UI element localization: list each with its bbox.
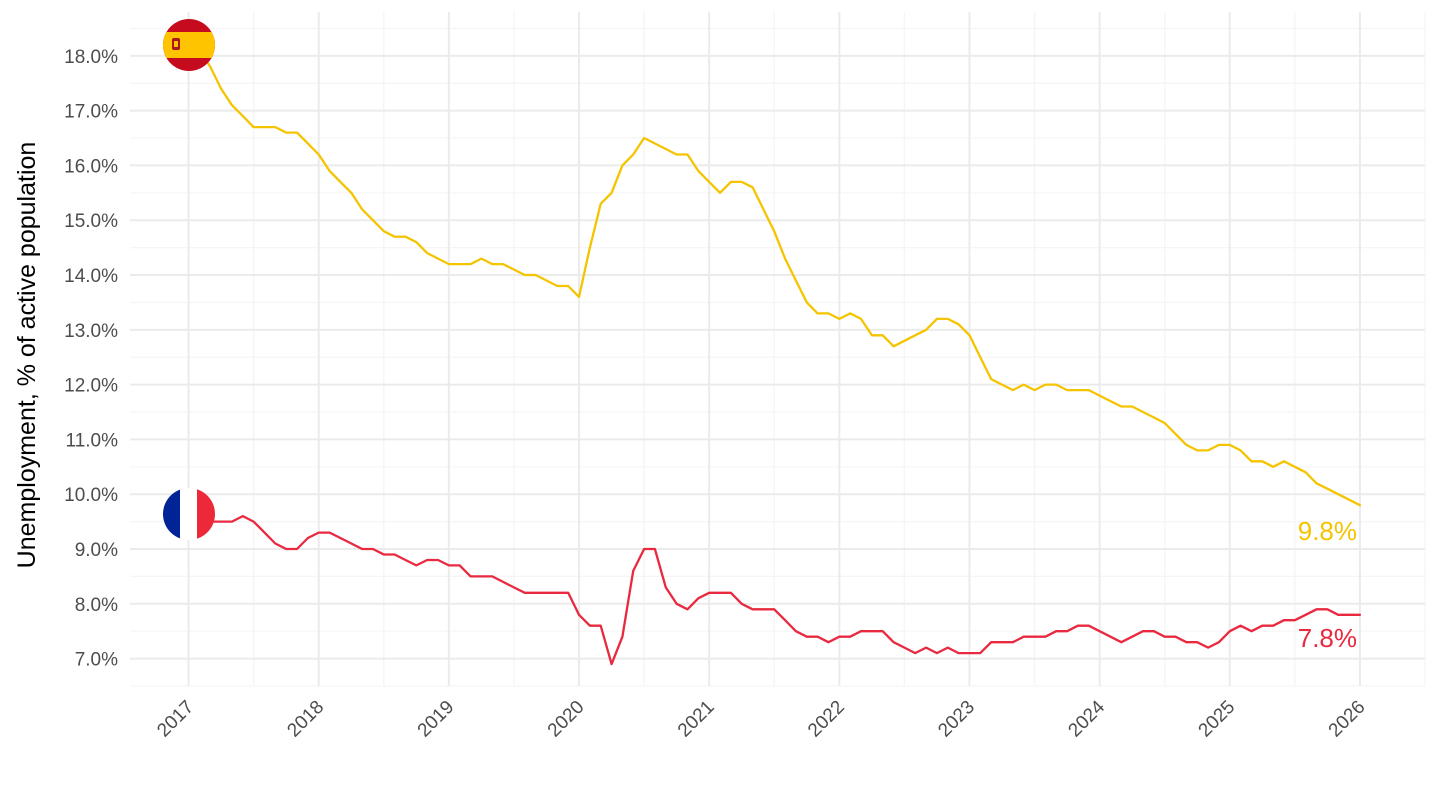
y-tick-label: 17.0% xyxy=(64,102,118,123)
france-series-line xyxy=(187,509,1362,666)
x-tick-label: 2022 xyxy=(804,697,849,742)
france-end-value-label: 7.8% xyxy=(1298,623,1357,653)
series-lines xyxy=(187,32,1362,666)
y-axis-tick-labels: 7.0% 8.0% 9.0% 10.0% 11.0% 12.0% 13.0% 14.0% 15.… xyxy=(64,47,118,671)
spain-end-value-label: 9.8% xyxy=(1298,516,1357,546)
france-flag-icon xyxy=(163,488,215,540)
major-gridlines xyxy=(130,12,1425,686)
y-tick-label: 13.0% xyxy=(64,321,118,342)
y-tick-label: 18.0% xyxy=(64,47,118,68)
y-tick-label: 16.0% xyxy=(64,156,118,177)
y-axis-title: Unemployment, % of active population xyxy=(13,142,41,569)
x-tick-label: 2023 xyxy=(934,697,979,742)
x-tick-label: 2025 xyxy=(1195,697,1240,742)
y-tick-label: 7.0% xyxy=(75,650,118,671)
y-tick-label: 10.0% xyxy=(64,485,118,506)
x-tick-label: 2020 xyxy=(544,697,589,742)
spain-flag-icon xyxy=(163,19,215,71)
x-tick-label: 2026 xyxy=(1325,697,1370,742)
y-tick-label: 8.0% xyxy=(75,595,118,616)
spain-series-line xyxy=(187,32,1362,507)
x-axis-tick-labels: 2017 2018 2019 2020 2021 2022 2023 2024 2025 2026 xyxy=(153,696,1369,741)
y-tick-label: 9.0% xyxy=(75,540,118,561)
x-tick-label: 2019 xyxy=(414,697,459,742)
minor-gridlines xyxy=(130,12,1426,687)
x-tick-label: 2024 xyxy=(1064,696,1109,741)
y-tick-label: 14.0% xyxy=(64,266,118,287)
x-tick-label: 2017 xyxy=(153,697,198,742)
y-tick-label: 12.0% xyxy=(64,376,118,397)
y-tick-label: 11.0% xyxy=(66,430,119,451)
y-tick-label: 15.0% xyxy=(64,211,118,232)
x-tick-label: 2018 xyxy=(284,697,329,742)
x-tick-label: 2021 xyxy=(674,697,719,742)
